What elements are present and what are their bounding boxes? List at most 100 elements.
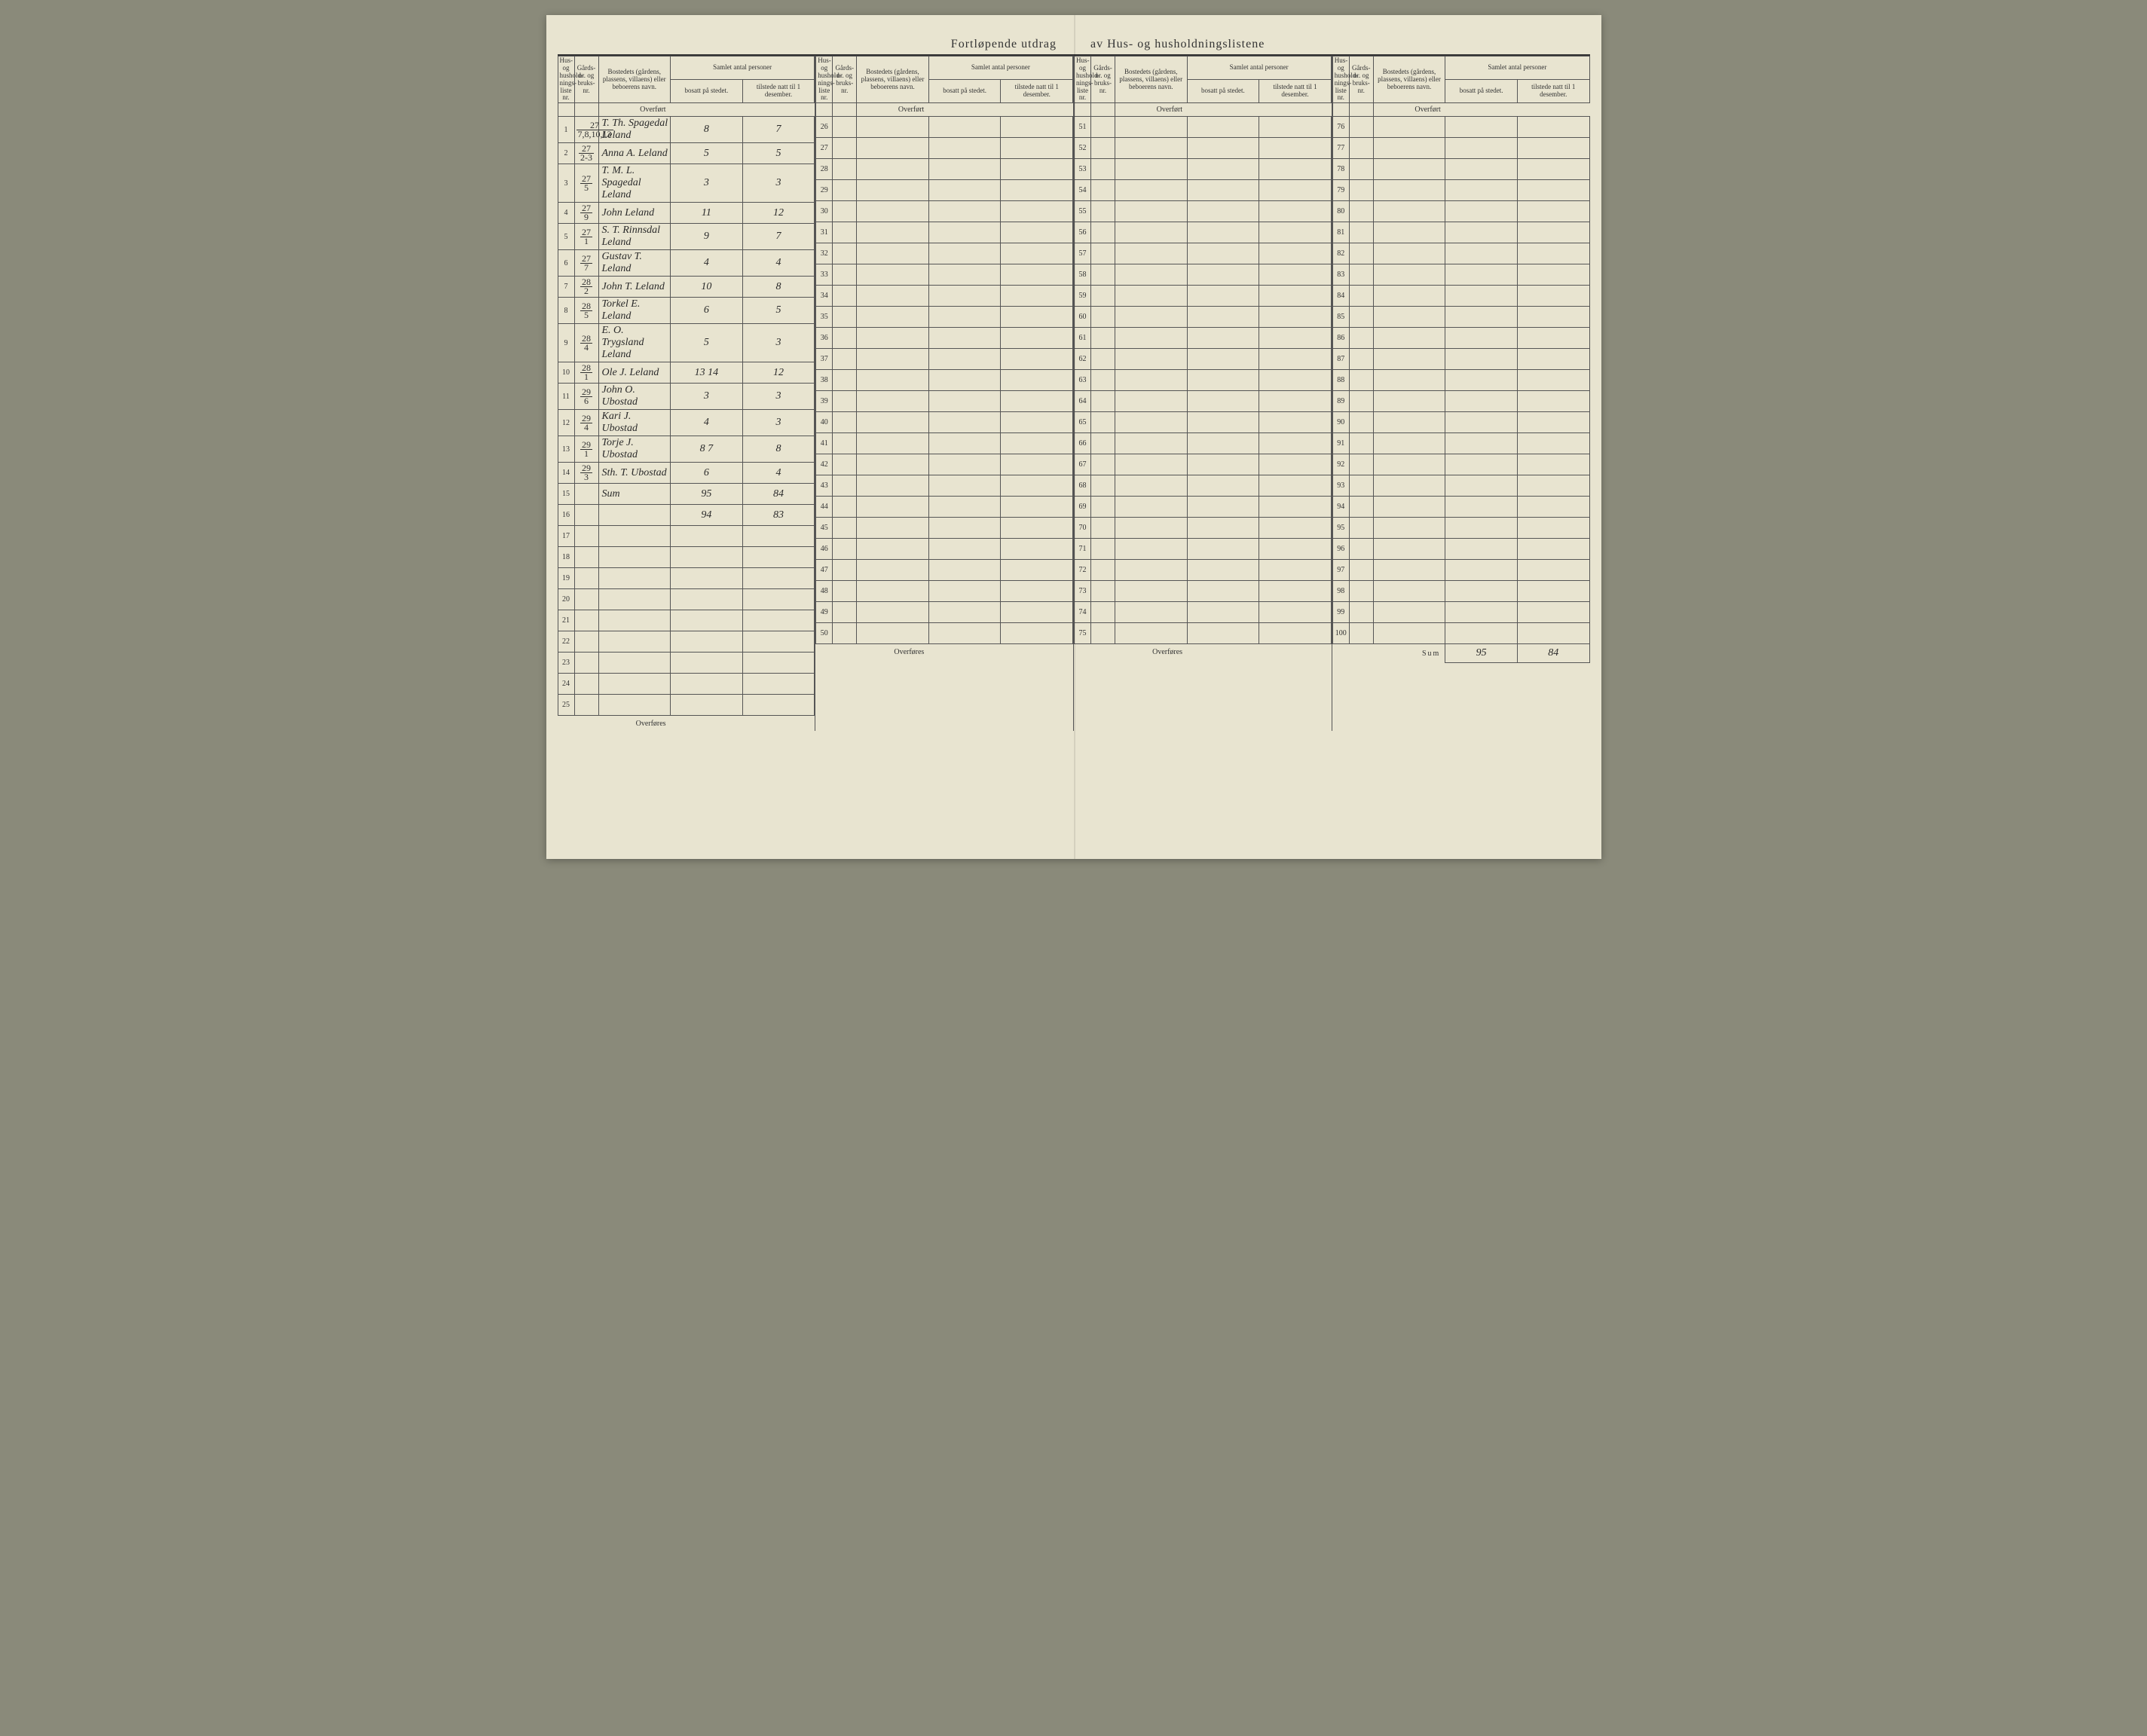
cell-gnr — [1349, 117, 1373, 138]
cell-bosatt — [1187, 307, 1259, 328]
row-number: 33 — [816, 264, 833, 286]
cell-gnr — [833, 454, 857, 475]
row-number: 80 — [1332, 201, 1349, 222]
cell-bosatt — [928, 370, 1001, 391]
cell-tilstede — [1517, 159, 1589, 180]
cell-bosatt — [928, 243, 1001, 264]
cell-tilstede — [1259, 454, 1332, 475]
cell-gnr: 294 — [574, 410, 598, 436]
cell-tilstede — [1517, 539, 1589, 560]
cell-bosatt — [1187, 433, 1259, 454]
cell-bosatt — [928, 391, 1001, 412]
row-number: 57 — [1075, 243, 1091, 264]
cell-name — [857, 412, 929, 433]
row-number: 3 — [558, 164, 574, 203]
cell-bosatt — [1445, 433, 1518, 454]
cell-gnr — [833, 138, 857, 159]
cell-bosatt — [1445, 159, 1518, 180]
table-row: 17 — [558, 526, 815, 547]
gnr-fraction: 285 — [580, 302, 592, 319]
table-row: 82 — [1332, 243, 1589, 264]
cell-tilstede — [1259, 433, 1332, 454]
cell-gnr — [1091, 539, 1115, 560]
cell-name — [1373, 328, 1445, 349]
cell-gnr — [1349, 433, 1373, 454]
cell-name — [857, 159, 929, 180]
row-number: 81 — [1332, 222, 1349, 243]
cell-bosatt — [928, 518, 1001, 539]
table-row: 66 — [1075, 433, 1332, 454]
cell-name: Sum — [598, 484, 671, 505]
table-row: 86 — [1332, 328, 1589, 349]
row-number: 20 — [558, 589, 574, 610]
cell-gnr — [1349, 243, 1373, 264]
row-number: 95 — [1332, 518, 1349, 539]
cell-name — [1115, 117, 1188, 138]
row-number: 38 — [816, 370, 833, 391]
cell-bosatt — [928, 117, 1001, 138]
cell-bosatt — [928, 264, 1001, 286]
cell-gnr — [574, 674, 598, 695]
ledger-table: Hus- og hushold-nings-liste nr. Gårds-nr… — [815, 56, 1073, 659]
table-row: 57 — [1075, 243, 1332, 264]
table-row: 44 — [816, 497, 1073, 518]
cell-name — [1115, 539, 1188, 560]
cell-gnr — [833, 539, 857, 560]
cell-bosatt — [928, 201, 1001, 222]
cell-tilstede — [1259, 138, 1332, 159]
title-left: Fortløpende utdrag — [576, 38, 1072, 51]
table-row: 37 — [816, 349, 1073, 370]
cell-gnr — [1091, 560, 1115, 581]
table-row: 59 — [1075, 286, 1332, 307]
cell-gnr — [574, 653, 598, 674]
cell-bosatt — [1187, 497, 1259, 518]
row-number: 12 — [558, 410, 574, 436]
cell-name — [1373, 138, 1445, 159]
cell-bosatt — [928, 138, 1001, 159]
table-row: 22 — [558, 631, 815, 653]
cell-tilstede — [1259, 391, 1332, 412]
cell-gnr — [1091, 581, 1115, 602]
row-number: 94 — [1332, 497, 1349, 518]
table-row: 71 — [1075, 539, 1332, 560]
table-row: 94 — [1332, 497, 1589, 518]
cell-bosatt — [1187, 286, 1259, 307]
table-row: 75 — [1075, 623, 1332, 644]
cell-gnr — [1349, 391, 1373, 412]
cell-gnr — [1091, 518, 1115, 539]
cell-name — [857, 623, 929, 644]
row-number: 89 — [1332, 391, 1349, 412]
row-number: 28 — [816, 159, 833, 180]
row-number: 58 — [1075, 264, 1091, 286]
row-number: 85 — [1332, 307, 1349, 328]
cell-name — [857, 349, 929, 370]
cell-gnr — [1091, 307, 1115, 328]
cell-tilstede: 4 — [742, 463, 815, 484]
table-row: 53 — [1075, 159, 1332, 180]
cell-gnr — [574, 484, 598, 505]
cell-gnr — [574, 631, 598, 653]
table-row: 63 — [1075, 370, 1332, 391]
cell-tilstede: 83 — [742, 505, 815, 526]
cell-bosatt — [1445, 328, 1518, 349]
cell-tilstede: 4 — [742, 250, 815, 277]
cell-bosatt — [1187, 602, 1259, 623]
cell-gnr: 279 — [574, 203, 598, 224]
cell-name — [857, 602, 929, 623]
col-bosatt: bosatt på stedet. — [1445, 80, 1518, 103]
cell-name — [857, 518, 929, 539]
cell-gnr — [833, 623, 857, 644]
row-number: 7 — [558, 277, 574, 298]
col-bosted: Bostedets (gårdens, plassens, villaens) … — [598, 57, 671, 103]
table-row: 18 — [558, 547, 815, 568]
cell-gnr — [1091, 370, 1115, 391]
table-row: 33 — [816, 264, 1073, 286]
cell-tilstede — [1517, 581, 1589, 602]
cell-name: T. Th. Spagedal Leland — [598, 117, 671, 143]
ledger-table: Hus- og hushold-nings-liste nr. Gårds-nr… — [1074, 56, 1332, 659]
table-row: 39 — [816, 391, 1073, 412]
cell-name — [1373, 560, 1445, 581]
cell-gnr — [574, 568, 598, 589]
cell-tilstede: 84 — [742, 484, 815, 505]
col-gnr: Gårds-nr. og bruks-nr. — [1349, 57, 1373, 103]
